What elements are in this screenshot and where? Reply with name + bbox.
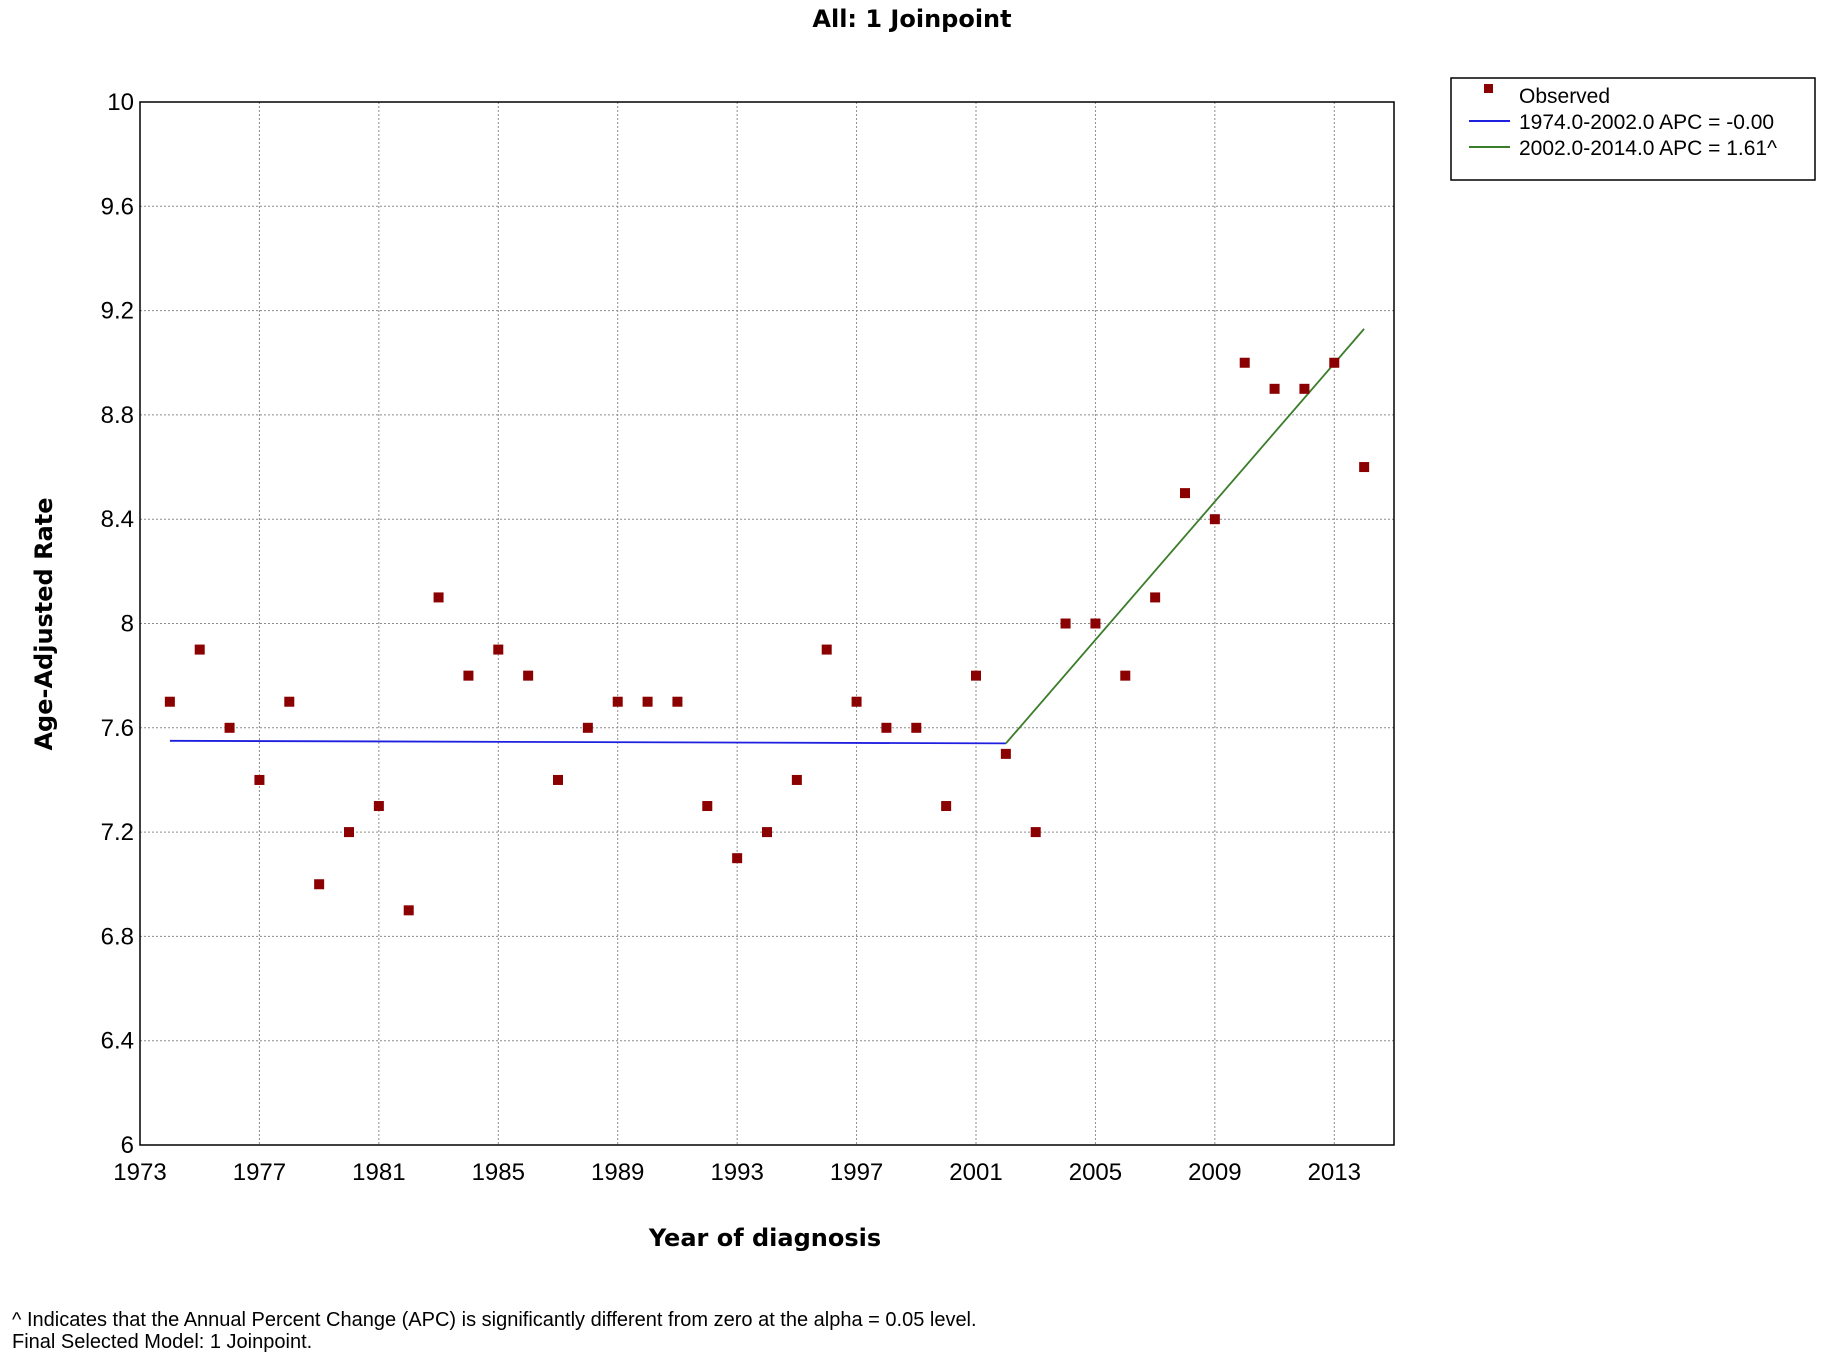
- legend-label: Observed: [1519, 85, 1610, 108]
- observed-point: [463, 670, 474, 681]
- x-axis-title: Year of diagnosis: [648, 1224, 881, 1252]
- observed-point: [762, 827, 772, 838]
- y-tick-label: 9.6: [101, 193, 134, 220]
- observed-point: [1180, 488, 1190, 499]
- x-tick-label: 1997: [830, 1159, 883, 1186]
- observed-point: [1000, 748, 1011, 759]
- observed-point: [642, 696, 653, 707]
- observed-point: [851, 696, 862, 707]
- observed-point: [284, 696, 295, 707]
- observed-point: [702, 801, 713, 812]
- x-tick-label: 1981: [352, 1159, 405, 1186]
- observed-point: [971, 670, 981, 681]
- observed-point: [1359, 462, 1370, 473]
- x-tick-label: 1977: [233, 1159, 286, 1186]
- legend-label: 1974.0-2002.0 APC = -0.00: [1519, 111, 1774, 134]
- legend-point-swatch: [1484, 84, 1493, 93]
- footnote-significance: ^ Indicates that the Annual Percent Chan…: [12, 1309, 977, 1331]
- observed-point: [1120, 670, 1131, 681]
- observed-point: [164, 696, 175, 707]
- y-tick-label: 9.2: [101, 298, 134, 325]
- observed-point: [881, 722, 892, 733]
- observed-point: [582, 722, 593, 733]
- x-tick-label: 2009: [1188, 1159, 1241, 1186]
- observed-point: [1239, 357, 1250, 368]
- observed-point: [672, 696, 683, 707]
- observed-point: [314, 879, 325, 890]
- observed-point: [493, 644, 504, 655]
- trend-line: [169, 739, 1006, 745]
- plot-area: [139, 101, 1395, 1146]
- observed-point: [1299, 383, 1310, 394]
- observed-point: [523, 670, 534, 681]
- y-tick-label: 7.6: [101, 715, 134, 742]
- observed-point: [224, 722, 235, 733]
- observed-point: [1269, 383, 1280, 394]
- x-axis-ticks: 1973 1977 1981 1985 1989 1993 1997 2001 2005 2009…: [113, 1159, 1361, 1186]
- observed-point: [194, 644, 205, 655]
- grid: [140, 102, 1394, 1145]
- observed-point: [403, 905, 414, 916]
- observed-point: [1150, 592, 1161, 603]
- legend-items: Observed 1974.0-2002.0 APC = -0.00 2002.0-…: [1469, 84, 1777, 160]
- observed-point: [821, 644, 832, 655]
- y-tick-label: 8.4: [101, 506, 134, 533]
- y-tick-label: 6.4: [101, 1028, 134, 1055]
- x-tick-label: 2001: [949, 1159, 1002, 1186]
- y-tick-label: 8.8: [101, 402, 134, 429]
- y-axis-title: Age-Adjusted Rate: [30, 497, 58, 750]
- observed-point: [373, 801, 384, 812]
- x-tick-label: 2005: [1069, 1159, 1122, 1186]
- observed-point: [1030, 827, 1041, 838]
- observed-point: [1209, 514, 1220, 525]
- chart-title: All: 1 Joinpoint: [812, 5, 1011, 33]
- observed-point: [612, 696, 623, 707]
- observed-points: [164, 357, 1370, 916]
- trend-line: [1005, 328, 1365, 744]
- observed-point: [1060, 618, 1071, 629]
- y-tick-label: 6: [121, 1132, 134, 1159]
- x-tick-label: 1989: [591, 1159, 644, 1186]
- observed-point: [553, 774, 563, 785]
- legend-box: [1450, 77, 1816, 181]
- x-tick-label: 1993: [710, 1159, 763, 1186]
- legend: Observed 1974.0-2002.0 APC = -0.00 2002.0-…: [1450, 77, 1816, 181]
- observed-point: [941, 801, 952, 812]
- observed-point: [433, 592, 444, 603]
- y-tick-label: 6.8: [101, 923, 134, 950]
- observed-point: [254, 774, 265, 785]
- x-tick-label: 1973: [113, 1159, 166, 1186]
- observed-point: [732, 853, 743, 864]
- y-tick-label: 7.2: [101, 819, 134, 846]
- footnote-final-model: Final Selected Model: 1 Joinpoint.: [12, 1331, 313, 1353]
- y-tick-label: 8: [121, 611, 134, 638]
- legend-label: 2002.0-2014.0 APC = 1.61^: [1519, 137, 1777, 160]
- observed-point: [344, 827, 354, 838]
- observed-point: [911, 722, 922, 733]
- x-tick-label: 1985: [472, 1159, 525, 1186]
- observed-point: [1329, 357, 1340, 368]
- y-axis-ticks: 6 6.4 6.8 7.2 7.6 8 8.4 8.8 9.2 9.6 10: [101, 89, 134, 1159]
- trend-lines: [169, 328, 1365, 745]
- y-tick-label: 10: [107, 89, 134, 116]
- x-tick-label: 2013: [1308, 1159, 1361, 1186]
- observed-point: [1090, 618, 1101, 629]
- observed-point: [791, 774, 802, 785]
